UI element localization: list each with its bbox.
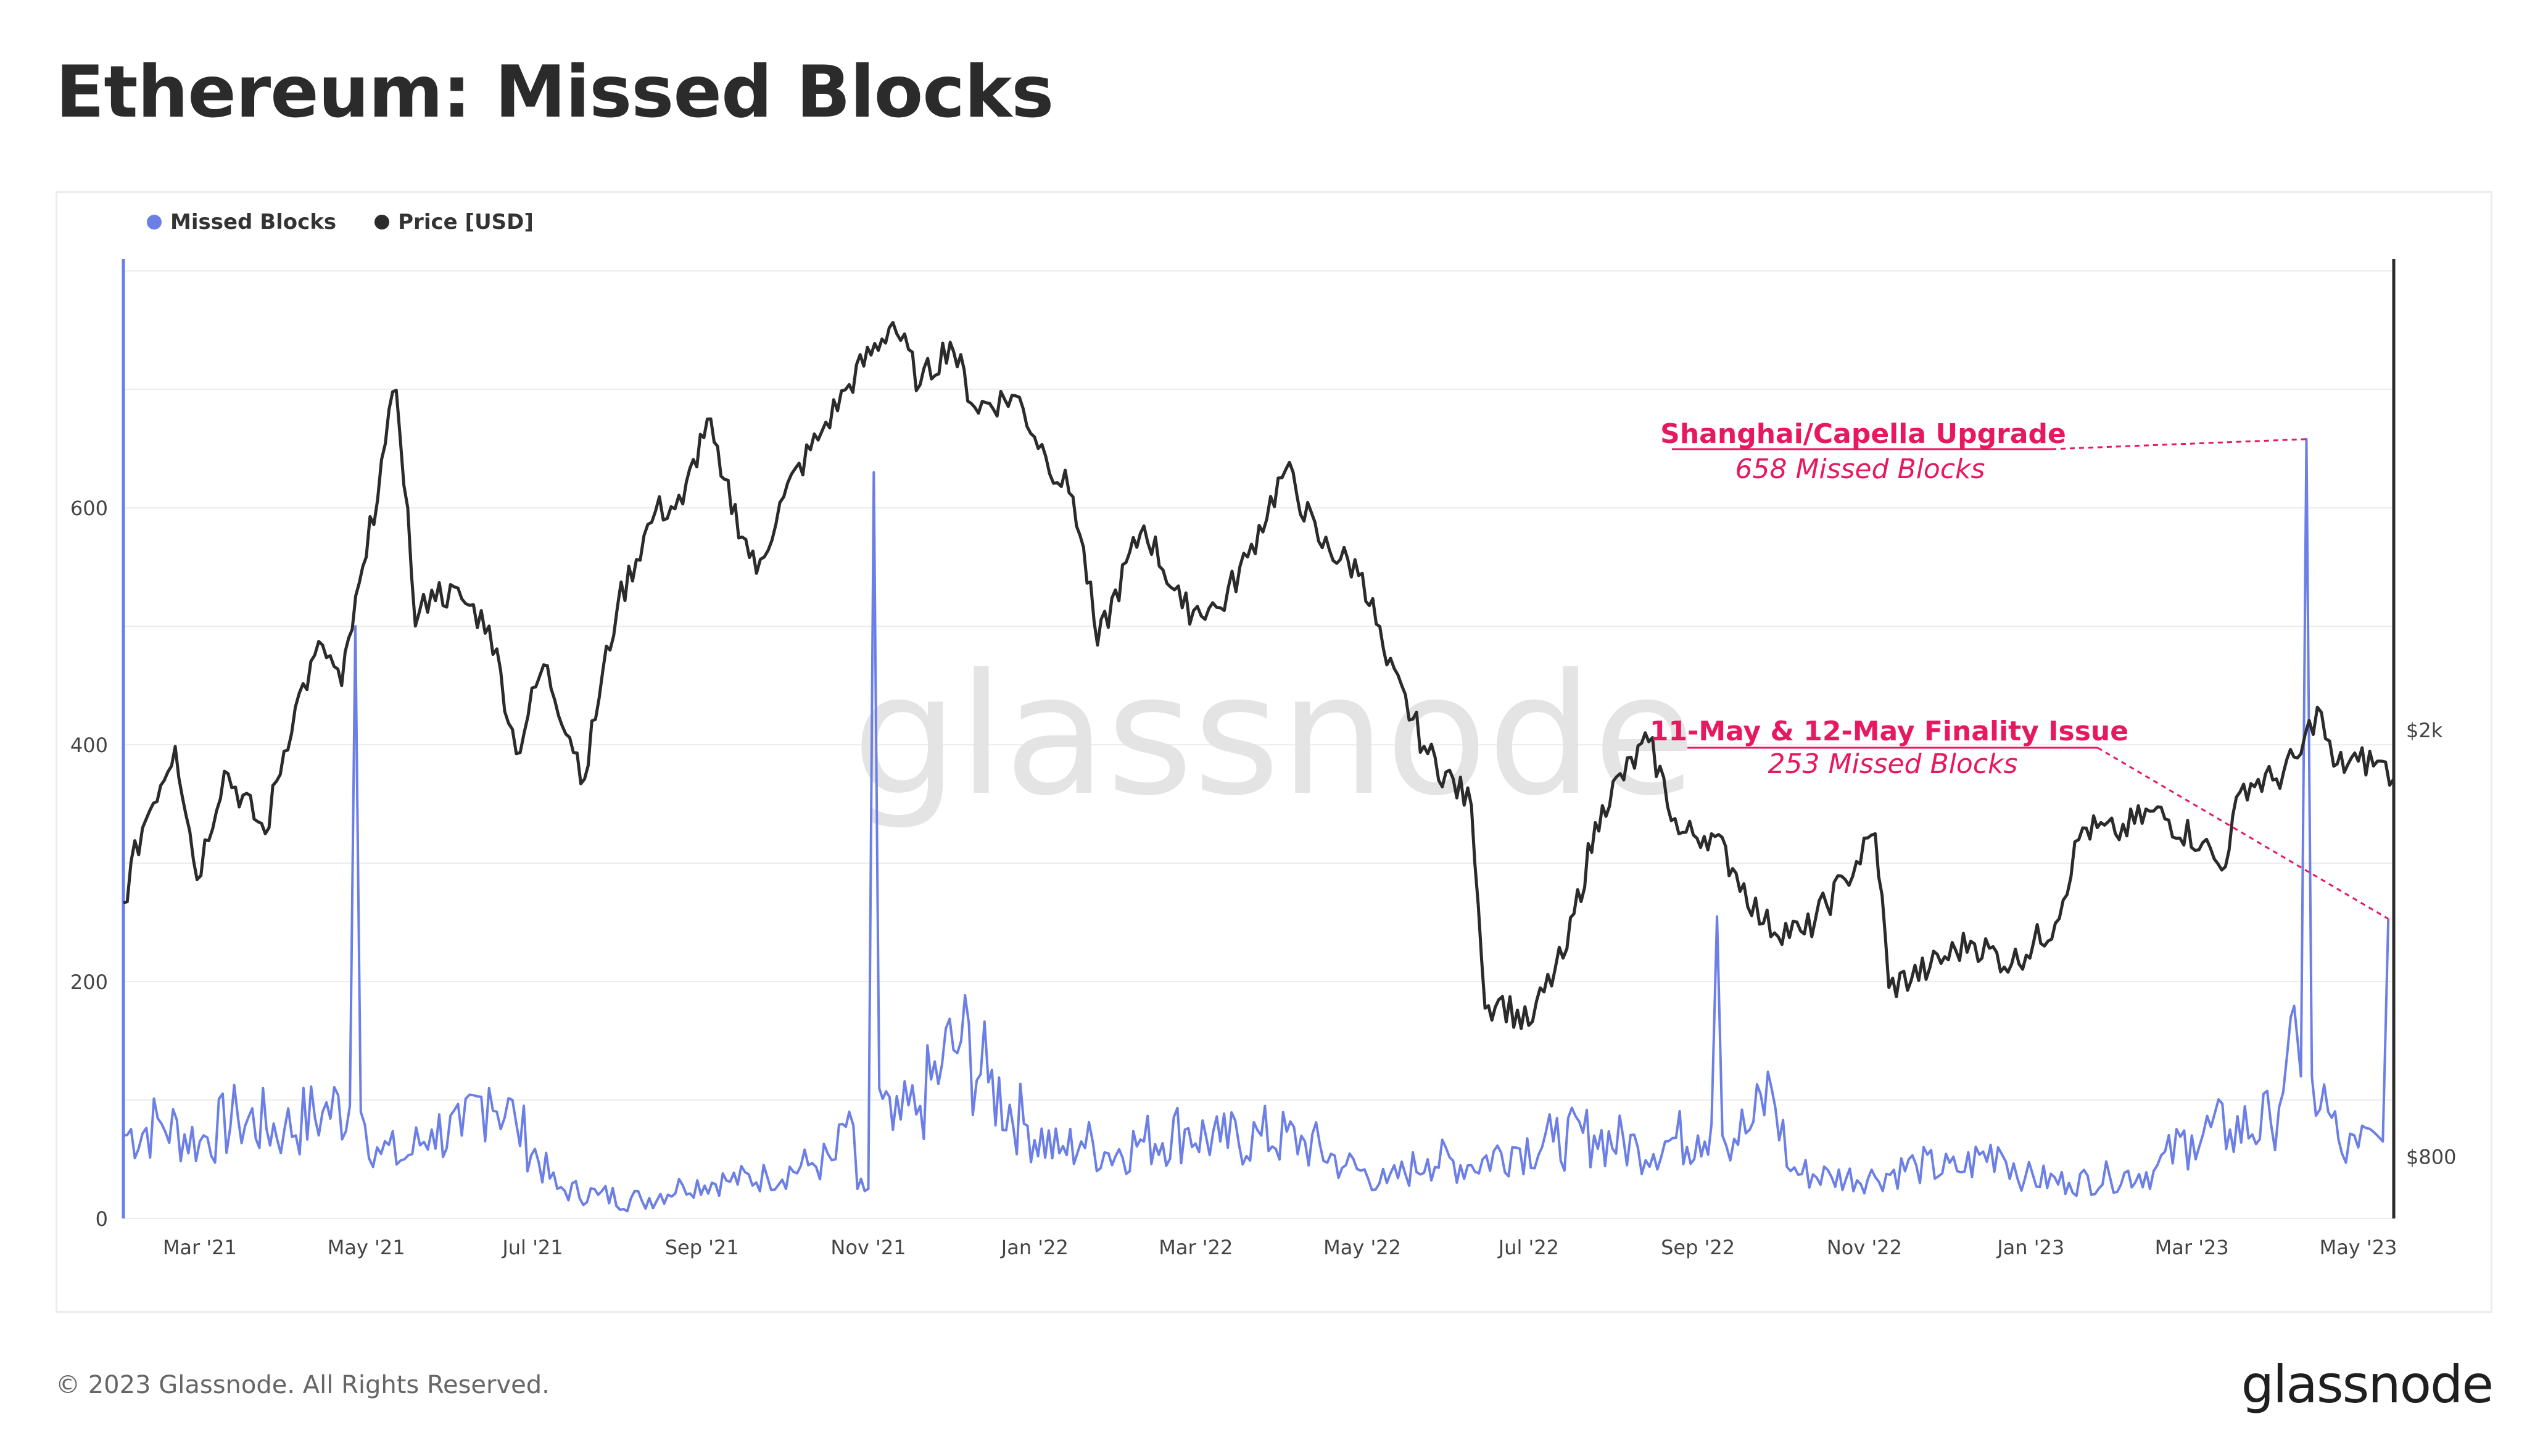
legend-label-missed-blocks: Missed Blocks: [170, 210, 337, 234]
annotation-subtitle: 658 Missed Blocks: [1735, 453, 1985, 485]
price-line: [123, 321, 2396, 1030]
y-left-tick-label: 200: [70, 970, 108, 994]
x-tick-label: Sep '22: [1661, 1236, 1735, 1259]
annotation-title: 11-May & 12-May Finality Issue: [1650, 716, 2128, 747]
annotation-connector: [2097, 747, 2389, 920]
y-right-tick-label: $2k: [2406, 719, 2443, 742]
x-tick-label: Jan '23: [1996, 1236, 2064, 1259]
legend-label-price: Price [USD]: [398, 210, 534, 234]
legend-dot-price: [374, 215, 390, 230]
legend-item-price[interactable]: Price [USD]: [374, 210, 534, 234]
missed-blocks-line: [123, 437, 2390, 1213]
annotation-subtitle: 253 Missed Blocks: [1768, 748, 2018, 780]
x-tick-label: Mar '23: [2155, 1236, 2229, 1259]
watermark: glassnode: [852, 638, 1695, 832]
x-tick-label: Mar '22: [1159, 1236, 1233, 1259]
brand-logo[interactable]: glassnode: [2241, 1354, 2494, 1415]
x-tick-label: Nov '22: [1827, 1236, 1902, 1259]
x-tick-label: May '21: [328, 1236, 405, 1259]
x-tick-label: Nov '21: [830, 1236, 906, 1259]
page-title: Ethereum: Missed Blocks: [56, 51, 1054, 134]
x-tick-label: Jan '22: [1000, 1236, 1069, 1259]
legend-dot-missed-blocks: [147, 215, 162, 230]
x-tick-label: Jul '21: [501, 1236, 563, 1259]
annotation-title: Shanghai/Capella Upgrade: [1660, 418, 2066, 450]
annotation-connector: [2051, 438, 2307, 450]
y-left-tick-label: 400: [70, 734, 108, 757]
x-tick-label: Mar '21: [163, 1236, 237, 1259]
legend-item-missed-blocks[interactable]: Missed Blocks: [147, 210, 336, 234]
copyright: © 2023 Glassnode. All Rights Reserved.: [56, 1371, 550, 1399]
legend: Missed Blocks Price [USD]: [147, 210, 534, 234]
y-right-tick-label: $800: [2406, 1145, 2456, 1169]
x-tick-label: May '22: [1323, 1236, 1401, 1259]
x-tick-label: Sep '21: [665, 1236, 739, 1259]
x-tick-label: Jul '22: [1497, 1236, 1559, 1259]
y-left-tick-label: 0: [96, 1207, 108, 1231]
x-tick-label: May '23: [2320, 1236, 2397, 1259]
y-left-tick-label: 600: [70, 497, 108, 520]
